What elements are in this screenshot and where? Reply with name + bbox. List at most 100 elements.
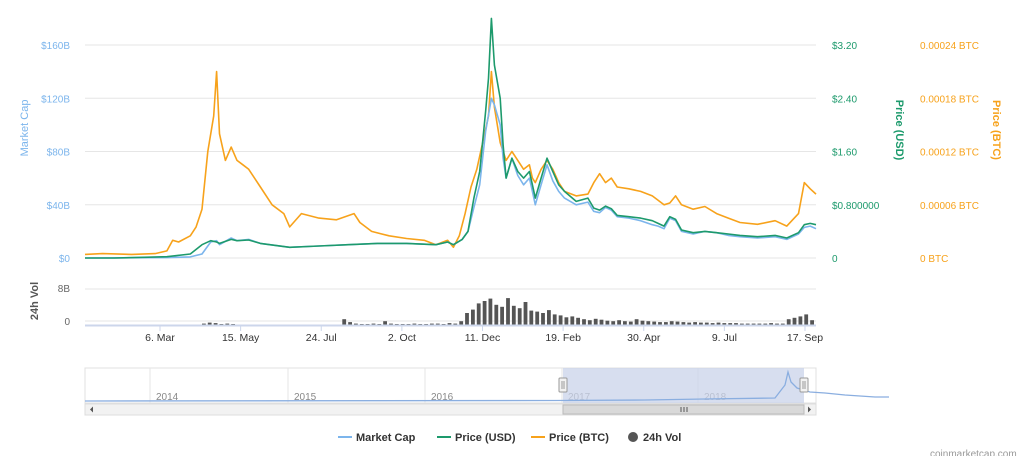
navigator-selected-range[interactable]: [563, 368, 804, 403]
volume-bar: [675, 321, 680, 325]
navigator-year-label: 2015: [294, 392, 317, 403]
volume-bar: [599, 319, 604, 325]
volume-bar: [810, 320, 814, 325]
x-tick-label: 30. Apr: [627, 332, 661, 344]
volume-bar: [716, 322, 721, 325]
volume-bar: [798, 316, 803, 325]
y-axes: $0 $40B $80B $120B $160B Market Cap 0 $0.800000…: [19, 41, 1002, 328]
credit-text: coinmarketcap.com: [930, 449, 1017, 456]
x-tick-label: 11. Dec: [465, 332, 500, 344]
volume-bar: [471, 309, 475, 325]
price-btc-tick-label: 0.00012 BTC: [920, 148, 979, 159]
price-usd-tick-label: $0.800000: [832, 201, 880, 212]
x-tick-label: 9. Jul: [712, 332, 737, 344]
volume-bar: [623, 321, 627, 325]
legend-item[interactable]: Price (USD): [437, 432, 516, 444]
volume-bar: [605, 320, 610, 325]
volume-bar: [582, 319, 586, 325]
volume-bar: [488, 298, 493, 325]
volume-bar: [734, 323, 738, 325]
volume-bar: [804, 314, 809, 325]
volume-bar: [634, 319, 639, 325]
volume-bar: [412, 323, 417, 325]
volume-bar: [576, 317, 580, 325]
volume-bar: [202, 323, 206, 325]
grid-lines: [85, 44, 816, 322]
volume-bar: [558, 315, 563, 325]
x-tick-label: 19. Feb: [545, 332, 581, 344]
x-tick-label: 15. May: [222, 332, 260, 344]
volume-panel: [85, 298, 816, 326]
navigator-series-line: [84, 369, 889, 402]
volume-bar: [617, 320, 621, 325]
volume-bar: [751, 323, 756, 325]
price-btc-tick-label: 0.00018 BTC: [920, 94, 979, 105]
volume-bar: [728, 323, 733, 325]
plot-area: [84, 17, 817, 259]
volume-bar: [699, 322, 703, 325]
volume-bar: [207, 322, 212, 325]
volume-bar: [430, 323, 434, 325]
volume-bar: [664, 322, 668, 325]
navigator-year-label: 2014: [156, 392, 179, 403]
volume-bar: [658, 322, 662, 325]
volume-tick-label: 8B: [58, 284, 71, 295]
volume-bar: [354, 323, 358, 325]
market-cap-tick-label: $120B: [41, 94, 70, 105]
volume-bar: [371, 323, 376, 325]
volume-bar: [383, 321, 387, 325]
series-line-price-usd: [85, 17, 817, 259]
volume-bar: [482, 301, 487, 325]
x-tick-label: 6. Mar: [145, 332, 175, 344]
volume-bar: [506, 298, 510, 325]
x-axis: 6. Mar 15. May 24. Jul 2. Oct 11. Dec 19. Feb…: [85, 325, 823, 344]
navigator[interactable]: 20142015201620172018: [84, 367, 889, 416]
price-btc-tick-label: 0.00006 BTC: [920, 201, 979, 212]
legend-label: Price (USD): [455, 432, 516, 444]
volume-bar: [225, 323, 230, 325]
scroll-right-icon[interactable]: [808, 406, 811, 413]
series-line-market-cap: [84, 97, 817, 259]
volume-bar: [547, 310, 551, 325]
volume-bar: [704, 322, 709, 325]
volume-bar: [611, 321, 616, 325]
volume-bar: [447, 323, 452, 325]
volume-bar: [763, 323, 768, 325]
navigator-scrollbar-track[interactable]: [84, 403, 817, 416]
series-line-price-btc: [84, 70, 817, 256]
legend-label: Price (BTC): [549, 432, 609, 444]
volume-bar: [570, 316, 575, 325]
volume-bar: [786, 319, 791, 325]
volume-bar: [465, 313, 469, 325]
navigator-handle[interactable]: [799, 377, 809, 393]
market-cap-tick-label: $40B: [47, 201, 71, 212]
price-btc-tick-label: 0.00024 BTC: [920, 41, 979, 52]
x-tick-label: 17. Sep: [787, 332, 823, 344]
price-usd-axis-label: Price (USD): [893, 100, 905, 161]
price-usd-tick-label: $3.20: [832, 41, 857, 52]
navigator-handle[interactable]: [558, 377, 568, 393]
legend-item[interactable]: 24h Vol: [628, 432, 681, 444]
volume-bar: [459, 321, 464, 325]
legend-label: Market Cap: [356, 432, 416, 444]
volume-bar: [652, 321, 657, 325]
scroll-left-icon[interactable]: [90, 406, 93, 413]
price-usd-tick-label: 0: [832, 254, 838, 265]
volume-bar: [646, 321, 651, 325]
volume-bar: [552, 314, 557, 325]
volume-bar: [476, 303, 481, 325]
volume-bar: [494, 304, 499, 325]
price-usd-tick-label: $1.60: [832, 148, 857, 159]
x-tick-label: 24. Jul: [306, 332, 337, 344]
volume-bar: [500, 306, 504, 325]
volume-bar: [740, 323, 744, 325]
legend-item[interactable]: Market Cap: [338, 432, 416, 444]
legend-item[interactable]: Price (BTC): [531, 432, 609, 444]
volume-bar: [775, 323, 779, 325]
volume-bar: [757, 323, 762, 325]
volume-bar: [710, 323, 715, 325]
market-cap-axis-label: Market Cap: [19, 100, 31, 157]
volume-tick-label: 0: [64, 317, 70, 328]
